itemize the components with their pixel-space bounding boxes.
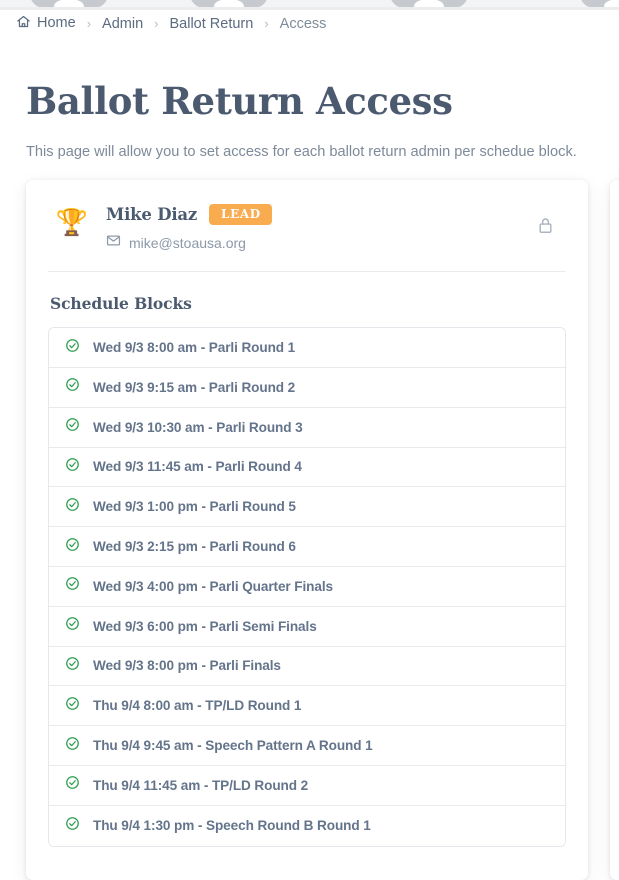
- check-circle-icon: [65, 656, 80, 676]
- section-title-schedule-blocks: Schedule Blocks: [50, 294, 192, 314]
- schedule-block-label: Wed 9/3 10:30 am - Parli Round 3: [93, 419, 303, 435]
- admin-access-card: 🏆 Mike Diaz LEAD mike@stoausa.org: [26, 180, 588, 880]
- schedule-block-list: Wed 9/3 8:00 am - Parli Round 1 Wed 9/3 …: [48, 327, 566, 847]
- check-circle-icon: [65, 775, 80, 795]
- status-badge-lead: LEAD: [209, 204, 272, 226]
- next-admin-card[interactable]: [610, 180, 619, 880]
- schedule-block-row[interactable]: Thu 9/4 8:00 am - TP/LD Round 1: [49, 686, 565, 727]
- schedule-block-label: Wed 9/3 6:00 pm - Parli Semi Finals: [93, 618, 317, 634]
- schedule-block-row[interactable]: Thu 9/4 11:45 am - TP/LD Round 2: [49, 765, 565, 806]
- schedule-block-row[interactable]: Wed 9/3 2:15 pm - Parli Round 6: [49, 527, 565, 567]
- nav-strip-base: [0, 7, 619, 10]
- nav-chip[interactable]: [190, 0, 268, 10]
- page-subtitle: This page will allow you to set access f…: [26, 144, 577, 160]
- user-name-row: Mike Diaz LEAD: [106, 204, 272, 226]
- schedule-block-row[interactable]: Thu 9/4 9:45 am - Speech Pattern A Round…: [49, 726, 565, 766]
- breadcrumb: Home › Admin › Ballot Return › Access: [16, 14, 326, 33]
- breadcrumb-label-home: Home: [37, 15, 76, 31]
- schedule-block-row[interactable]: Wed 9/3 8:00 am - Parli Round 1: [49, 328, 565, 368]
- lock-icon[interactable]: [532, 212, 558, 238]
- check-circle-icon: [65, 576, 80, 596]
- nav-chip[interactable]: [580, 0, 619, 10]
- schedule-block-label: Wed 9/3 4:00 pm - Parli Quarter Finals: [93, 578, 333, 594]
- trophy-icon: 🏆: [55, 207, 89, 237]
- check-circle-icon: [65, 616, 80, 636]
- schedule-block-row[interactable]: Wed 9/3 6:00 pm - Parli Semi Finals: [49, 606, 565, 647]
- schedule-block-row[interactable]: Thu 9/4 1:30 pm - Speech Round B Round 1: [49, 805, 565, 846]
- check-circle-icon: [65, 417, 80, 437]
- schedule-block-row[interactable]: Wed 9/3 10:30 am - Parli Round 3: [49, 407, 565, 448]
- schedule-block-row[interactable]: Wed 9/3 1:00 pm - Parli Round 5: [49, 487, 565, 528]
- check-circle-icon: [65, 338, 80, 358]
- check-circle-icon: [65, 497, 80, 517]
- envelope-icon: [106, 233, 121, 253]
- page-title: Ballot Return Access: [26, 79, 453, 123]
- schedule-block-label: Wed 9/3 2:15 pm - Parli Round 6: [93, 539, 296, 555]
- check-circle-icon: [65, 736, 80, 756]
- breadcrumb-separator: ›: [154, 16, 159, 31]
- user-name: Mike Diaz: [106, 205, 198, 225]
- nav-chip[interactable]: [30, 0, 108, 10]
- schedule-block-label: Thu 9/4 1:30 pm - Speech Round B Round 1: [93, 818, 371, 834]
- breadcrumb-separator: ›: [264, 16, 269, 31]
- schedule-block-label: Thu 9/4 11:45 am - TP/LD Round 2: [93, 777, 309, 793]
- user-email: mike@stoausa.org: [129, 235, 246, 252]
- user-email-row: mike@stoausa.org: [106, 233, 272, 253]
- schedule-block-row[interactable]: Wed 9/3 9:15 am - Parli Round 2: [49, 367, 565, 408]
- breadcrumb-separator: ›: [86, 16, 92, 31]
- home-icon: [16, 14, 31, 33]
- schedule-block-label: Thu 9/4 9:45 am - Speech Pattern A Round…: [93, 738, 373, 754]
- schedule-block-label: Wed 9/3 1:00 pm - Parli Round 5: [93, 499, 296, 515]
- schedule-block-label: Wed 9/3 8:00 pm - Parli Finals: [93, 658, 281, 674]
- check-circle-icon: [65, 816, 80, 836]
- check-circle-icon: [65, 696, 80, 716]
- nav-chip[interactable]: [390, 0, 468, 10]
- user-info: Mike Diaz LEAD mike@stoausa.org: [106, 202, 272, 253]
- schedule-block-label: Wed 9/3 9:15 am - Parli Round 2: [93, 379, 296, 395]
- check-circle-icon: [65, 457, 80, 477]
- schedule-block-row[interactable]: Wed 9/3 11:45 am - Parli Round 4: [49, 447, 565, 488]
- schedule-block-label: Wed 9/3 11:45 am - Parli Round 4: [93, 459, 302, 475]
- top-nav-strip: [0, 0, 619, 10]
- breadcrumb-item-access: Access: [279, 15, 327, 32]
- schedule-block-label: Thu 9/4 8:00 am - TP/LD Round 1: [93, 698, 302, 714]
- check-circle-icon: [65, 537, 80, 557]
- check-circle-icon: [65, 377, 80, 397]
- card-header: 🏆 Mike Diaz LEAD mike@stoausa.org: [48, 202, 566, 273]
- breadcrumb-item-ballot-return[interactable]: Ballot Return: [169, 15, 254, 32]
- schedule-block-row[interactable]: Wed 9/3 8:00 pm - Parli Finals: [49, 646, 565, 687]
- schedule-block-label: Wed 9/3 8:00 am - Parli Round 1: [93, 340, 296, 356]
- breadcrumb-item-home[interactable]: Home: [16, 14, 76, 33]
- breadcrumb-item-admin[interactable]: Admin: [102, 15, 144, 32]
- schedule-block-row[interactable]: Wed 9/3 4:00 pm - Parli Quarter Finals: [49, 566, 565, 607]
